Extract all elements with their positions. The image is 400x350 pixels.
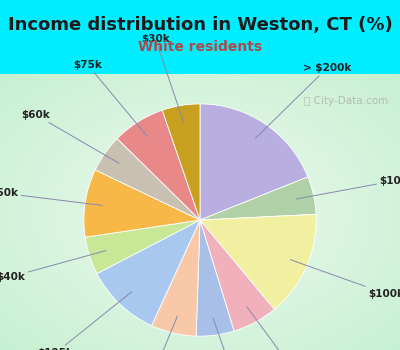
Wedge shape xyxy=(196,220,234,336)
Text: $30k: $30k xyxy=(141,34,184,123)
Text: $60k: $60k xyxy=(21,110,119,163)
Wedge shape xyxy=(152,220,200,336)
Text: $100k: $100k xyxy=(290,260,400,299)
Text: > $200k: > $200k xyxy=(255,63,351,138)
Text: $125k: $125k xyxy=(38,292,132,350)
Text: Income distribution in Weston, CT (%): Income distribution in Weston, CT (%) xyxy=(8,16,392,34)
Wedge shape xyxy=(200,220,274,331)
Wedge shape xyxy=(117,110,200,220)
Text: $20k: $20k xyxy=(247,307,316,350)
Wedge shape xyxy=(200,214,316,309)
Text: ⓘ City-Data.com: ⓘ City-Data.com xyxy=(304,96,388,106)
Wedge shape xyxy=(85,220,200,274)
Wedge shape xyxy=(162,104,200,220)
Text: $10k: $10k xyxy=(296,176,400,199)
Text: White residents: White residents xyxy=(138,40,262,54)
Wedge shape xyxy=(200,177,316,220)
Text: $40k: $40k xyxy=(0,251,106,282)
Text: $50k: $50k xyxy=(129,316,177,350)
Wedge shape xyxy=(200,104,308,220)
Text: $75k: $75k xyxy=(73,60,147,136)
Text: $150k: $150k xyxy=(0,188,102,205)
Text: $200k: $200k xyxy=(213,318,260,350)
Wedge shape xyxy=(97,220,200,326)
Wedge shape xyxy=(84,170,200,237)
Wedge shape xyxy=(95,139,200,220)
